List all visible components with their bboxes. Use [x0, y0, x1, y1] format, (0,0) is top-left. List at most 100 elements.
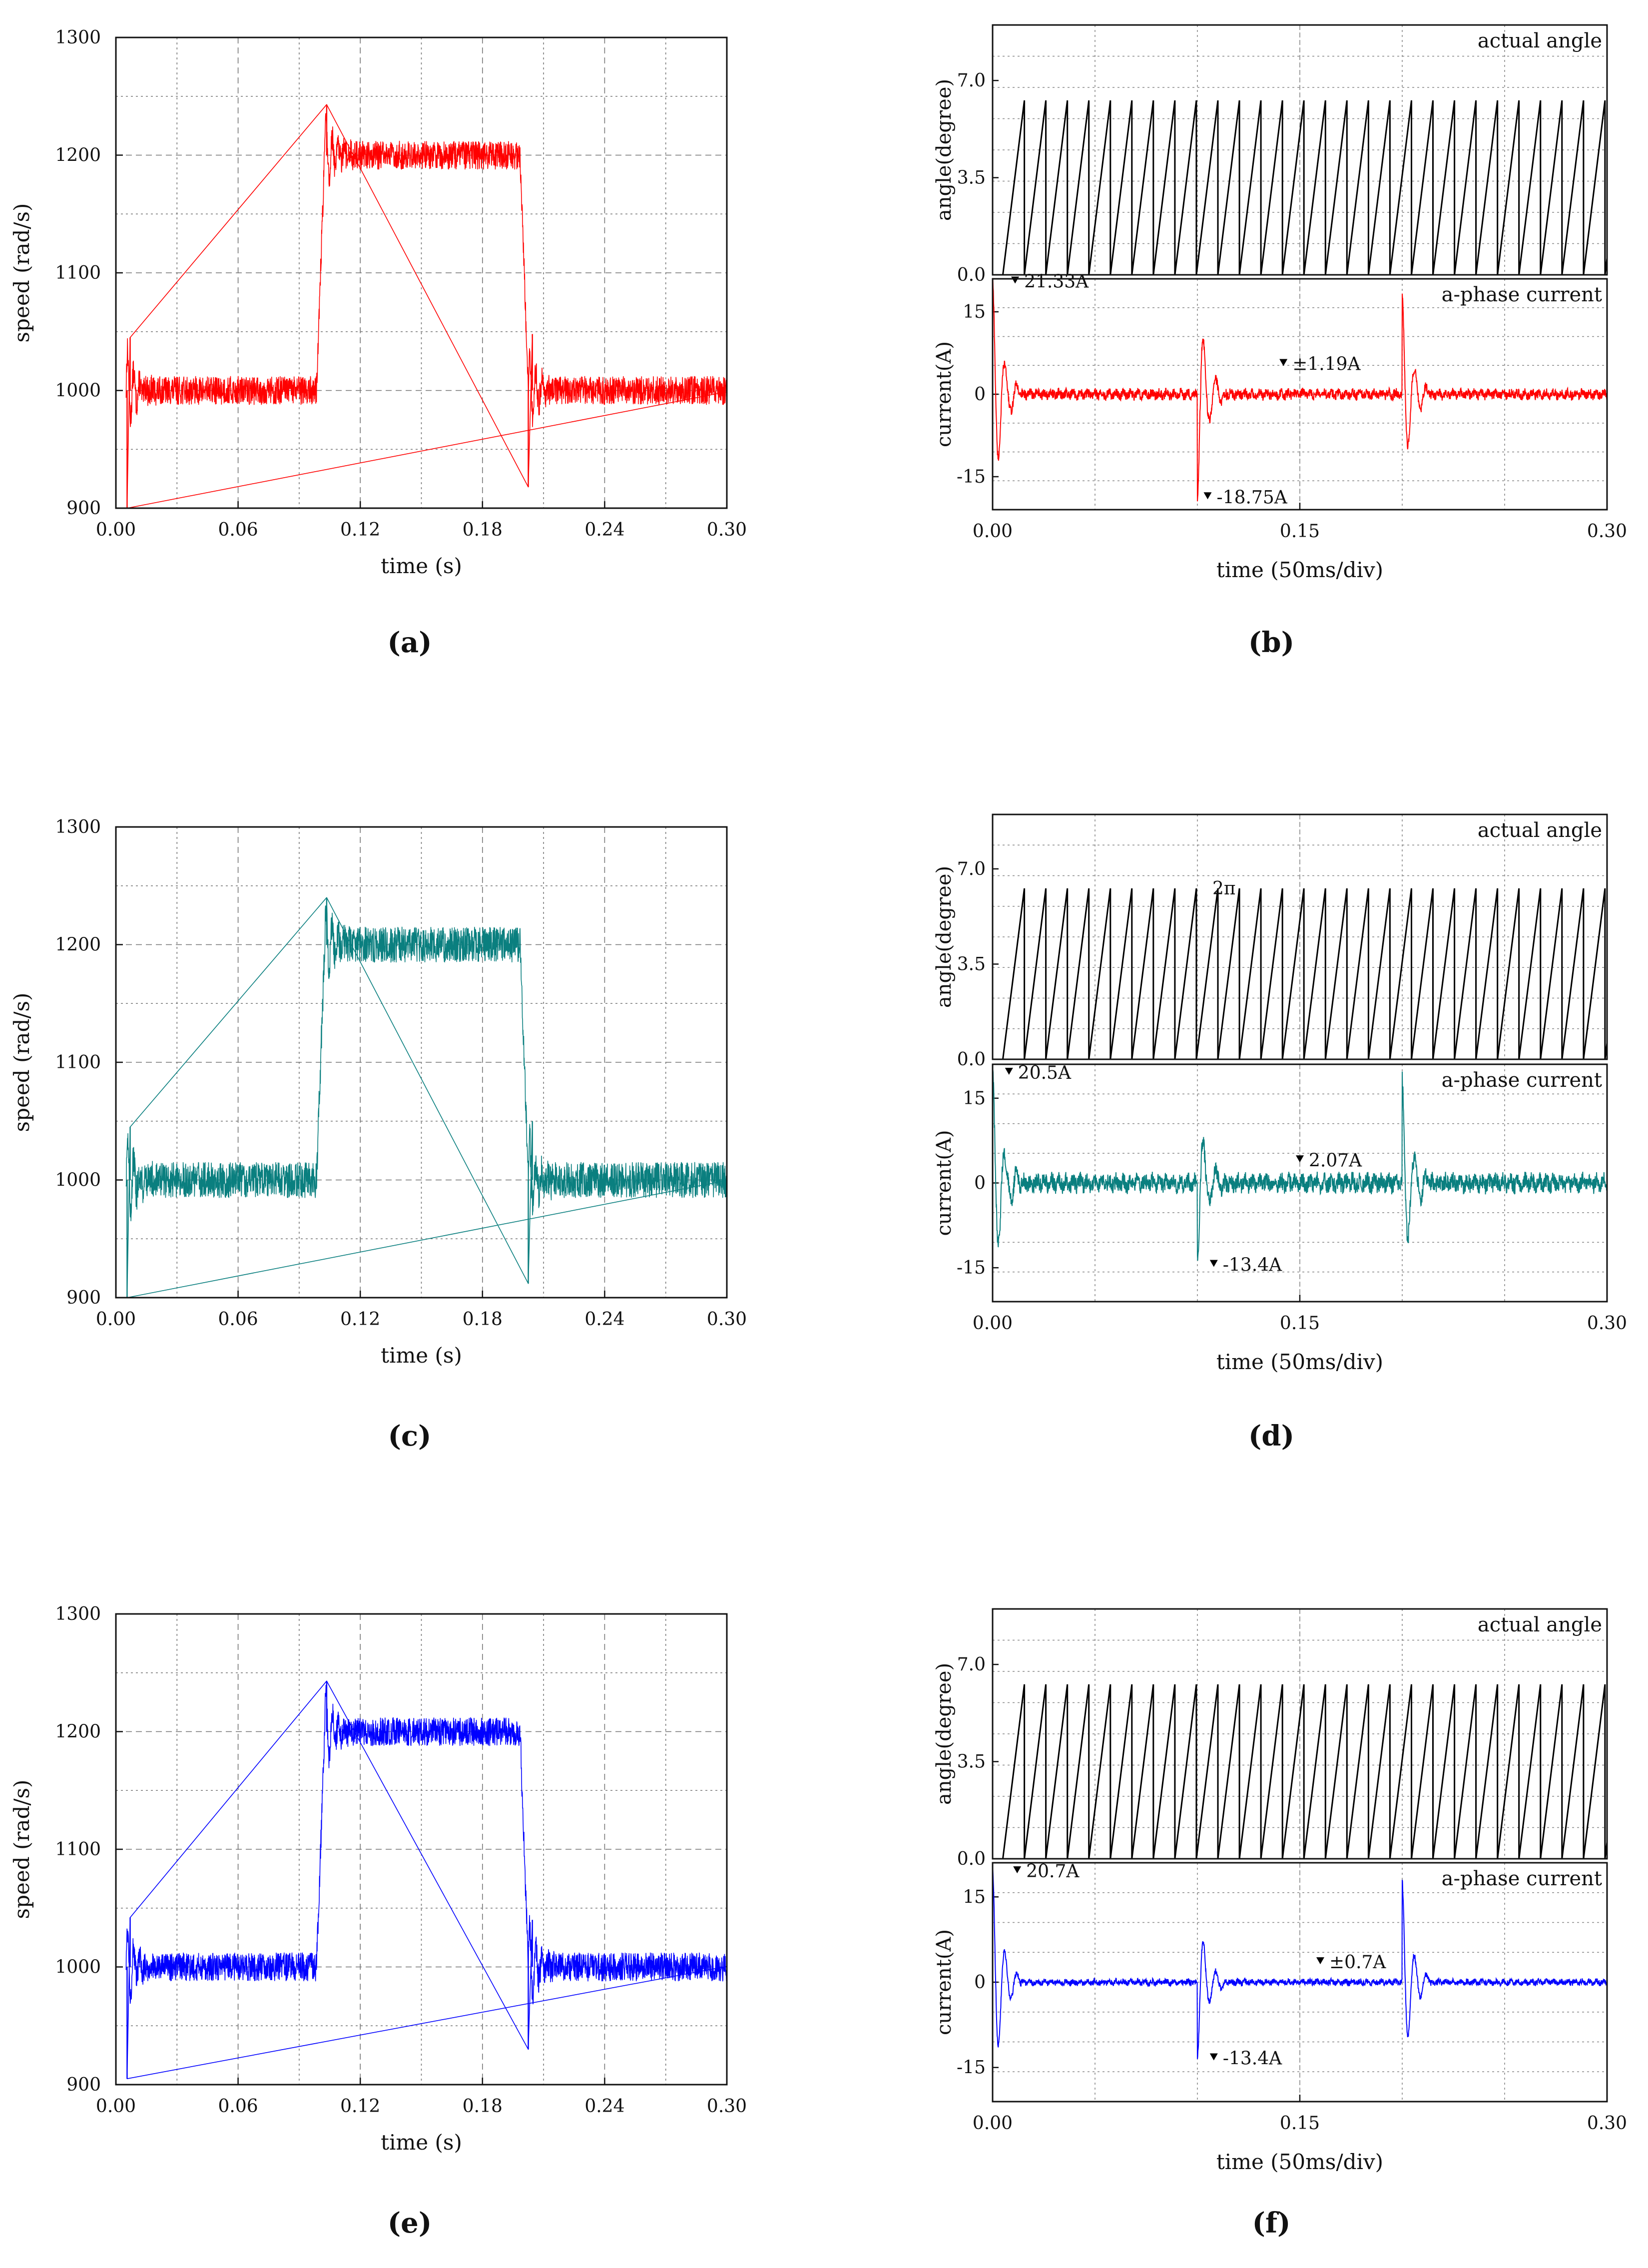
x-tick-label: 0.00	[96, 2096, 136, 2117]
x-tick-label: 0.18	[463, 520, 503, 540]
y-tick-label: 900	[66, 1288, 101, 1308]
y-axis-label: current(A)	[933, 341, 956, 447]
panel-label: (e)	[388, 2207, 432, 2240]
y-axis-label: speed (rad/s)	[9, 993, 34, 1132]
angle-annotation: 2π	[1212, 878, 1236, 899]
annotation-arrow	[1209, 1260, 1218, 1267]
x-tick-label: 0.30	[1587, 2113, 1627, 2134]
y-tick-label: 1200	[55, 935, 101, 955]
x-tick-label: 0.00	[96, 1309, 136, 1330]
y-tick-label: 7.0	[957, 1654, 986, 1675]
y-tick-label: 0	[974, 1972, 986, 1993]
y-tick-label: 7.0	[957, 70, 986, 91]
y-axis-label: angle(degree)	[933, 866, 956, 1008]
annotation-arrow	[1005, 1067, 1013, 1075]
annotation-arrow	[1296, 1155, 1304, 1163]
x-tick-label: 0.00	[973, 2113, 1013, 2134]
y-axis-label: current(A)	[933, 1130, 956, 1236]
speed-series-line	[125, 897, 727, 1298]
y-tick-label: 1300	[55, 1604, 101, 1624]
plot-frame	[992, 278, 1608, 511]
panel-label: (a)	[387, 626, 432, 659]
y-tick-label: 7.0	[957, 859, 986, 879]
plot-frame	[992, 1862, 1608, 2103]
y-tick-label: 1200	[55, 145, 101, 166]
annotation-arrow	[1209, 2053, 1218, 2061]
current-annotation: -13.4A	[1223, 2049, 1282, 2069]
x-tick-label: 0.06	[218, 1309, 258, 1330]
x-tick-label: 0.30	[707, 520, 747, 540]
speed-series-line	[125, 104, 727, 509]
x-tick-label: 0.24	[584, 1309, 624, 1330]
y-tick-label: -15	[957, 467, 986, 487]
y-axis-label: speed (rad/s)	[9, 203, 34, 343]
plot-frame	[115, 826, 728, 1299]
x-tick-label: 0.15	[1280, 2113, 1320, 2134]
y-tick-label: 1100	[55, 1839, 101, 1860]
y-tick-label: 1100	[55, 263, 101, 283]
x-axis-label: time (s)	[381, 1343, 462, 1368]
x-axis-label: time (s)	[381, 2130, 462, 2155]
annotation-arrow	[1013, 1866, 1022, 1874]
x-tick-label: 0.12	[340, 520, 380, 540]
current-annotation: -13.4A	[1223, 1255, 1282, 1275]
current-annotation: 20.7A	[1026, 1861, 1080, 1882]
chart-c: 0.00 0.06 0.12 0.18 0.24 0.30 900 1000 1100 1200 1…	[9, 817, 747, 1453]
x-tick-label: 0.00	[973, 1313, 1013, 1334]
subplot-title: a-phase current	[1442, 1069, 1602, 1092]
subplot-title: a-phase current	[1442, 283, 1602, 306]
plot-frame	[992, 1063, 1608, 1303]
y-tick-label: 1000	[55, 381, 101, 401]
y-tick-label: 15	[963, 1887, 986, 1907]
chart-e: 0.00 0.06 0.12 0.18 0.24 0.30 900 1000 1100 1200 1…	[9, 1604, 747, 2240]
y-axis-label: speed (rad/s)	[9, 1780, 34, 1919]
x-tick-label: 0.00	[96, 520, 136, 540]
y-tick-label: 1300	[55, 27, 101, 48]
chart-d: 0.0 3.5 7.0 -15 0 15 angle(degree) current(A) ac…	[933, 813, 1627, 1453]
panel-label: (d)	[1248, 1420, 1294, 1453]
y-tick-label: 0	[974, 384, 986, 405]
x-tick-label: 0.30	[1587, 1313, 1627, 1334]
plot-frame	[992, 1608, 1608, 1860]
subplot-title: actual angle	[1478, 1613, 1602, 1636]
current-annotation: -18.75A	[1217, 487, 1288, 508]
current-annotation: ±1.19A	[1292, 354, 1361, 375]
x-axis-label: time (s)	[381, 554, 462, 578]
subplot-title: a-phase current	[1442, 1867, 1602, 1890]
x-axis-label: time (50ms/div)	[1216, 2150, 1383, 2174]
annotation-arrow	[1316, 1957, 1324, 1965]
current-annotation: 2.07A	[1309, 1150, 1362, 1171]
x-tick-label: 0.12	[340, 2096, 380, 2117]
y-axis-label: angle(degree)	[933, 1663, 956, 1805]
y-tick-label: -15	[957, 1258, 986, 1278]
y-tick-label: 15	[963, 302, 986, 322]
x-tick-label: 0.30	[707, 1309, 747, 1330]
subplot-title: actual angle	[1478, 819, 1602, 842]
annotation-arrow	[1203, 492, 1212, 500]
y-tick-label: 1000	[55, 1170, 101, 1191]
panel-label: (b)	[1248, 626, 1294, 659]
x-tick-label: 0.24	[584, 520, 624, 540]
x-tick-label: 0.18	[463, 1309, 503, 1330]
x-tick-label: 0.00	[973, 521, 1013, 542]
x-tick-label: 0.06	[218, 2096, 258, 2117]
plot-frame	[992, 813, 1608, 1060]
y-axis-label: angle(degree)	[933, 79, 956, 221]
current-annotation: 20.5A	[1018, 1063, 1072, 1083]
plot-frame	[115, 36, 728, 509]
y-tick-label: 3.5	[957, 954, 986, 974]
plot-frame	[992, 24, 1608, 276]
y-tick-label: 1300	[55, 817, 101, 837]
plot-frame	[115, 1613, 728, 2086]
y-tick-label: 900	[66, 498, 101, 519]
y-tick-label: 3.5	[957, 1752, 986, 1772]
current-series-line	[992, 278, 1608, 502]
y-tick-label: 1000	[55, 1957, 101, 1978]
y-tick-label: 0.0	[957, 265, 986, 285]
current-annotation: ±0.7A	[1329, 1952, 1386, 1973]
subplot-title: actual angle	[1478, 29, 1602, 52]
x-tick-label: 0.06	[218, 520, 258, 540]
chart-f: 0.0 3.5 7.0 -15 0 15 angle(degree) current(A) ac…	[933, 1608, 1627, 2240]
panel-label: (c)	[388, 1420, 431, 1453]
x-tick-label: 0.12	[340, 1309, 380, 1330]
